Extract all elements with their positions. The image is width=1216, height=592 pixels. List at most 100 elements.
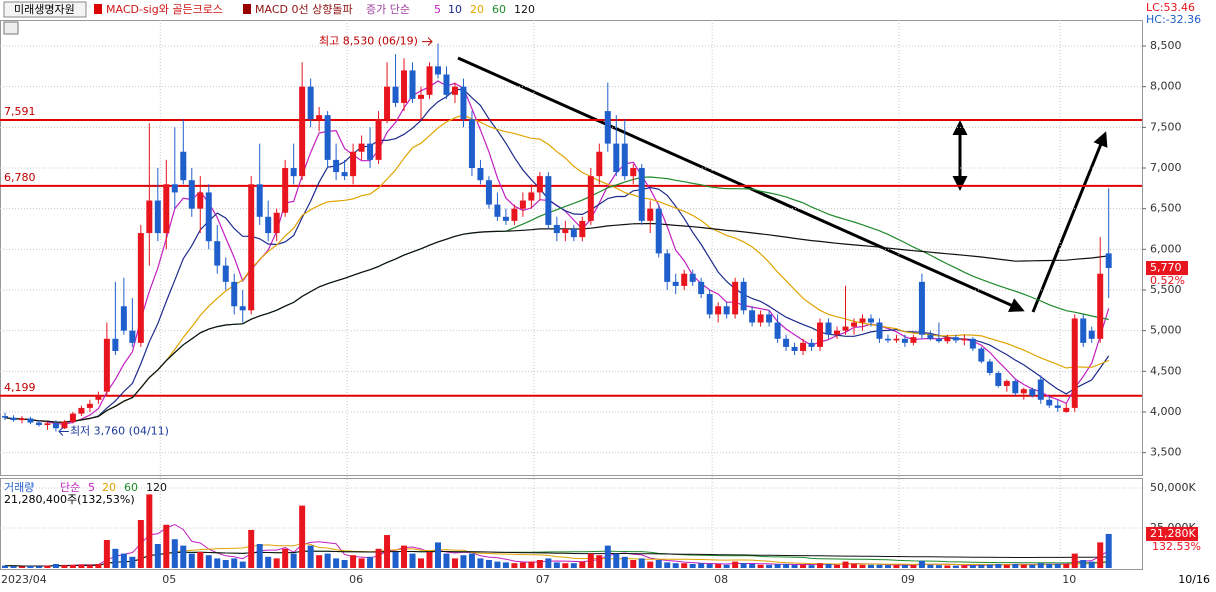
volume-bar (511, 563, 518, 568)
candle-body (791, 346, 798, 351)
volume-bar (307, 545, 314, 568)
volume-bar (341, 560, 348, 568)
candle-body (893, 338, 900, 341)
volume-bar (672, 563, 679, 568)
candle-body (154, 200, 161, 234)
volume-bar (358, 558, 365, 568)
y-tick-label: 7,500 (1150, 120, 1182, 133)
candle-body (706, 294, 713, 315)
legend-period: 120 (146, 481, 167, 494)
candle-body (468, 119, 475, 169)
candle-body (842, 326, 849, 331)
candle-body (834, 330, 841, 335)
candle-body (867, 318, 874, 323)
candle-body (95, 395, 102, 400)
candle-body (1097, 273, 1104, 339)
candle-body (952, 337, 959, 341)
volume-bar (205, 555, 212, 568)
volume-bar (766, 564, 773, 568)
volume-bar (630, 560, 637, 568)
volume-bar (825, 564, 832, 568)
volume-bar (1054, 564, 1061, 568)
candle-body (324, 115, 331, 160)
indicator-label: MACD-sig와 골든크로스 (106, 3, 223, 16)
candle-body (350, 151, 357, 177)
candle-body (180, 151, 187, 181)
candle-body (528, 192, 535, 201)
candle-body (698, 281, 705, 295)
volume-bar (969, 565, 976, 568)
candle-body (443, 74, 450, 95)
candle-body (1071, 318, 1078, 408)
candle-body (1054, 405, 1061, 408)
volume-bar (502, 562, 509, 568)
volume-bar (180, 545, 187, 568)
volume-bar (154, 544, 161, 568)
volume-bar (851, 564, 857, 568)
candle-body (553, 224, 560, 234)
volume-bar (859, 564, 866, 568)
x-tick-label: 06 (349, 573, 363, 586)
volume-bar (604, 545, 611, 568)
volume-bar (842, 561, 849, 568)
candle-body (460, 86, 467, 120)
volume-bar (1029, 564, 1036, 568)
volume-bar (681, 563, 688, 568)
volume-bar (935, 565, 942, 568)
grid-icon[interactable] (3, 21, 19, 35)
volume-bar (876, 564, 883, 568)
volume-bar (163, 524, 170, 568)
volume-bar (986, 564, 993, 568)
volume-bar (129, 556, 136, 568)
x-tick-label: 2023/04 (1, 573, 47, 586)
volume-bar (485, 560, 492, 568)
volume-bar (265, 556, 272, 568)
volume-bar (299, 505, 306, 568)
candle-body (511, 208, 518, 221)
candle-body (613, 143, 620, 173)
candle-body (562, 228, 569, 234)
name-box[interactable] (3, 1, 87, 18)
volume-bar (494, 561, 501, 568)
candle-body (995, 372, 1002, 386)
volume-bar (273, 558, 280, 568)
legend-period: 60 (124, 481, 138, 494)
volume-bar (69, 564, 76, 568)
volume-bar (732, 561, 739, 568)
volume-bar (1063, 564, 1070, 568)
x-tick-label: 09 (901, 573, 915, 586)
volume-bar (137, 520, 144, 568)
candle-body (961, 338, 968, 341)
volume-bar (800, 564, 807, 568)
y-tick-label: 5,500 (1150, 283, 1182, 296)
candle-body (800, 342, 807, 351)
volume-bar (239, 561, 246, 568)
candle-body (1003, 381, 1010, 386)
volume-bar (655, 560, 662, 568)
candle-body (740, 281, 747, 311)
volume-bar (519, 562, 526, 568)
low-arrow (58, 427, 69, 436)
candle-body (681, 273, 688, 286)
candle-body (604, 111, 611, 144)
candle-body (825, 322, 832, 335)
candle-body (876, 322, 883, 339)
volume-bar (367, 556, 374, 568)
candle-body (273, 212, 280, 234)
volume-summary: 21,280,400주(132,53%) (4, 493, 135, 506)
legend-period: 5 (434, 3, 441, 16)
volume-bar (596, 555, 603, 568)
volume-bar (698, 563, 705, 568)
y-tick-label: 8,000 (1150, 80, 1182, 93)
volume-bar (893, 565, 900, 568)
volume-bar (384, 535, 391, 568)
volume-bar (418, 558, 425, 568)
y-tick-label: 3,500 (1150, 446, 1182, 459)
candle-body (434, 66, 441, 75)
volume-bar (434, 542, 441, 568)
volume-bar (222, 560, 229, 568)
candle-body (638, 168, 645, 221)
candle-body (647, 208, 654, 221)
level-label: 6,780 (4, 171, 36, 184)
volume-bar (1012, 564, 1019, 568)
